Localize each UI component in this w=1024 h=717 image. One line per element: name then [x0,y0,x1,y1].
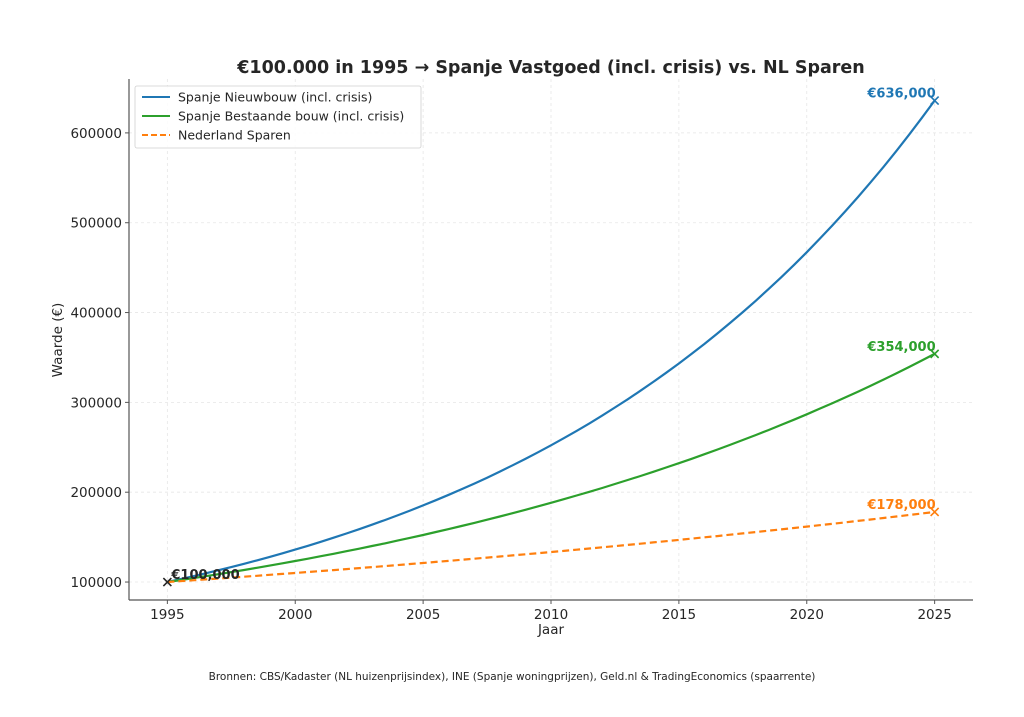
start-marker [162,577,172,587]
end-value-label-1: €354,000 [866,340,935,355]
y-tick-label: 400000 [70,306,122,322]
axes: 1995 2000 2005 2010 2015 2020 2025 100000 200000… [70,79,973,623]
end-value-label-2: €178,000 [866,498,935,513]
end-value-label-0: €636,000 [866,87,935,102]
x-tick-label: 2015 [662,607,696,623]
x-tick-label: 2025 [917,607,951,623]
legend-box [134,85,422,149]
y-axis-label: Waarde (€) [50,303,66,378]
y-tick-label: 600000 [70,126,122,142]
x-tick-label: 2020 [790,607,824,623]
y-tick-label: 500000 [70,216,122,232]
end-marker-1 [930,349,940,359]
start-value-label: €100,000 [170,568,239,583]
chart-title: €100.000 in 1995 → Spanje Vastgoed (incl… [236,58,865,78]
x-axis-label: Jaar [537,622,565,638]
series-line-2 [167,510,935,584]
legend-label-nieuwbouw: Spanje Nieuwbouw (incl. crisis) [178,90,372,105]
series-line-1 [167,352,936,584]
series-line-0 [167,99,936,584]
grid [129,79,973,600]
y-tick-label: 100000 [70,575,122,591]
x-tick-label: 2000 [278,607,312,623]
legend-label-nl-sparen: Nederland Sparen [178,128,291,143]
x-tick-label: 1995 [150,607,184,623]
end-marker-0 [930,95,940,106]
x-tick-label: 2005 [406,607,440,623]
legend: Spanje Nieuwbouw (incl. crisis) Spanje B… [134,85,422,149]
annotations: €636,000 €354,000 €178,000 €100,000 [162,87,940,587]
legend-label-bestaande-bouw: Spanje Bestaande bouw (incl. crisis) [178,109,404,124]
series [167,99,936,584]
y-tick-label: 200000 [70,485,122,501]
end-marker-2 [930,507,940,517]
x-tick-label: 2010 [534,607,568,623]
source-note: Bronnen: CBS/Kadaster (NL huizenprijsind… [209,671,816,683]
y-tick-label: 300000 [70,395,122,411]
